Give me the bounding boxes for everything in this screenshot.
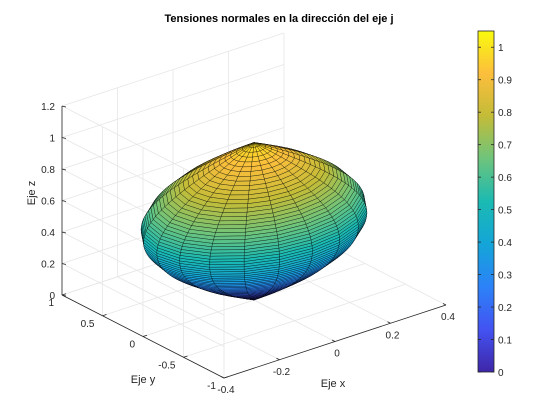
x-tick-label: -0.2 — [273, 367, 291, 378]
surface-face — [227, 194, 249, 200]
x-axis-label: Eje x — [321, 378, 346, 390]
colorbar-tick-label: 0.5 — [498, 206, 512, 217]
y-tick-mark — [102, 314, 107, 317]
x-tick-mark — [442, 303, 447, 306]
z-tick-mark — [61, 200, 67, 202]
y-tick-mark — [223, 376, 229, 379]
x-tick-mark — [387, 321, 391, 324]
x-tick-mark — [276, 357, 280, 361]
grid-line-side-z — [61, 263, 225, 347]
x-tick-mark — [220, 376, 225, 379]
surface-face — [235, 176, 251, 182]
surface-face — [219, 216, 247, 222]
surface-face — [237, 171, 252, 177]
colorbar-tick-label: 0.4 — [498, 238, 512, 249]
colorbar: 0 0.1 0.2 0.3 0.4 0.5 0.6 0.7 0.8 0.9 1 — [477, 30, 512, 379]
z-tick-mark — [61, 105, 67, 108]
surface-face — [209, 255, 245, 260]
z-tick-mark — [61, 231, 67, 234]
z-tick-label: 1.2 — [41, 102, 55, 113]
surface-face — [217, 220, 247, 226]
surface-face — [213, 235, 246, 241]
surface-face — [233, 180, 251, 186]
colorbar-tick-label: 0.6 — [498, 173, 512, 184]
chart-title: Tensiones normales en la dirección del e… — [164, 13, 393, 25]
surface-face — [225, 199, 249, 205]
y-tick-label: -1 — [207, 381, 216, 392]
z-tick-label: 0 — [49, 291, 55, 302]
surface-face — [210, 246, 245, 251]
surface-mesh — [140, 142, 368, 301]
z-tick-label: 0.2 — [41, 260, 55, 271]
colorbar-tick-label: 0.7 — [498, 141, 512, 152]
z-tick-mark — [61, 137, 67, 139]
axes-box — [61, 105, 447, 379]
surface-face — [216, 224, 247, 229]
surface-face — [215, 228, 246, 233]
surface-face — [224, 203, 248, 209]
colorbar-gradient — [477, 30, 495, 373]
y-tick-label: 1 — [48, 298, 54, 309]
z-axis-label: Eje z — [26, 181, 38, 205]
surface-face — [212, 239, 246, 244]
colorbar-tick-label: 0.8 — [498, 108, 512, 119]
z-tick-label: 1 — [49, 134, 55, 145]
colorbar-tick-label: 1 — [498, 43, 504, 54]
y-tick-label: 0.5 — [81, 319, 95, 330]
y-tick-mark — [183, 355, 188, 358]
grid-line-side-z — [61, 231, 225, 316]
grid-line-floor-y — [183, 283, 406, 358]
z-tick-label: 0.6 — [41, 197, 55, 208]
surface-face — [210, 249, 245, 254]
surface-face — [222, 207, 248, 213]
x-tick-label: 0.4 — [441, 312, 455, 323]
surface-face — [214, 232, 246, 237]
x-tick-label: -0.4 — [217, 385, 235, 396]
tick-labels: -0.4-0.200.20.4-1-0.500.5100.20.40.60.81… — [41, 102, 455, 396]
colorbar-tick-label: 0 — [498, 368, 504, 379]
colorbar-tick-label: 0.3 — [498, 271, 512, 282]
z-tick-mark — [61, 263, 67, 265]
y-axis-label: Eje y — [131, 374, 156, 386]
z-tick-mark — [61, 168, 67, 171]
colorbar-tick-label: 0.9 — [498, 76, 512, 87]
surface-face — [220, 212, 248, 217]
x-tick-mark — [331, 339, 336, 342]
surface-face — [229, 190, 250, 196]
z-tick-label: 0.4 — [41, 228, 55, 239]
x-tick-label: 0.2 — [386, 330, 400, 341]
y-tick-mark — [142, 334, 148, 337]
z-tick-mark — [61, 294, 67, 297]
colorbar-tick-label: 0.1 — [498, 336, 512, 347]
x-tick-label: 0 — [334, 349, 340, 360]
surface-face — [231, 185, 250, 191]
z-tick-label: 0.8 — [41, 165, 55, 176]
y-tick-label: 0 — [129, 340, 135, 351]
grid-line-back-z — [61, 32, 285, 107]
colorbar-tick-label: 0.2 — [498, 303, 512, 314]
y-tick-label: -0.5 — [158, 360, 176, 371]
